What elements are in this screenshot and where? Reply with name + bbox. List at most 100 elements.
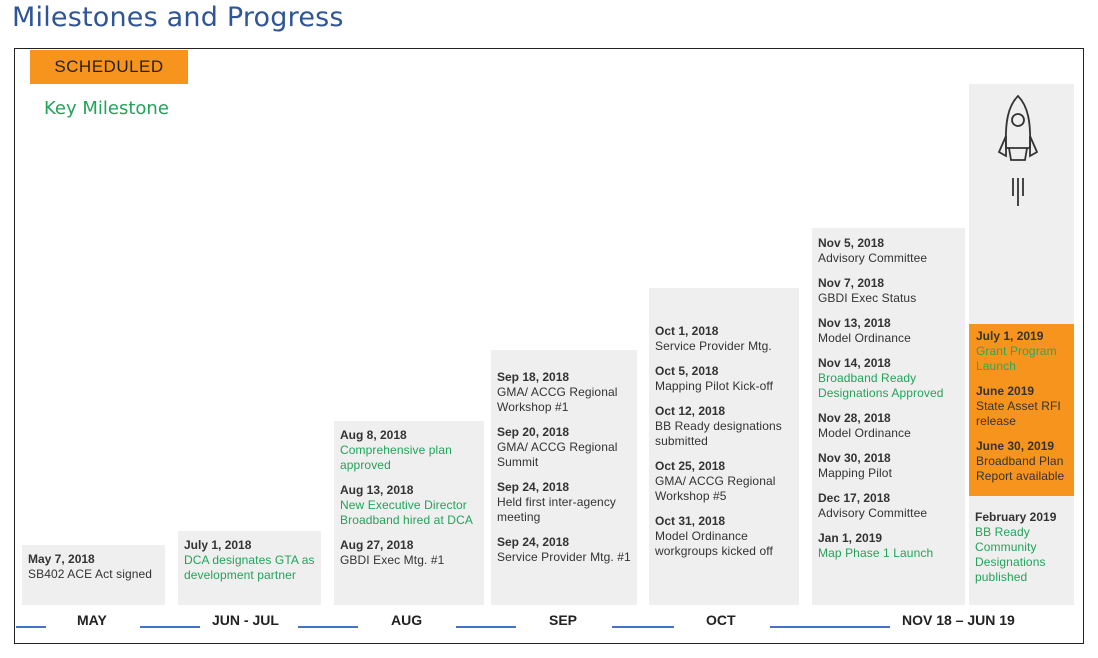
milestone-entry: Oct 12, 2018 BB Ready designations submit… bbox=[655, 404, 793, 449]
milestone-date: Nov 7, 2018 bbox=[818, 276, 885, 290]
milestone-date: Dec 17, 2018 bbox=[818, 491, 891, 505]
milestone-text: New Executive Director Broadband hired a… bbox=[340, 498, 473, 527]
column-oct: Oct 1, 2018 Service Provider Mtg. Oct 5, 2… bbox=[649, 288, 799, 605]
milestone-text: Grant Program Launch bbox=[976, 344, 1057, 373]
milestone-entry: Aug 8, 2018 Comprehensive plan approved bbox=[340, 428, 478, 473]
milestone-entry: Dec 17, 2018 Advisory Committee bbox=[818, 491, 959, 521]
milestone-date: Sep 24, 2018 bbox=[497, 480, 570, 494]
milestone-text: Broadband Ready Designations Approved bbox=[818, 371, 944, 400]
milestone-date: Nov 5, 2018 bbox=[818, 236, 885, 250]
milestone-entry: Sep 24, 2018 Service Provider Mtg. #1 bbox=[497, 535, 631, 565]
milestone-date: July 1, 2018 bbox=[184, 538, 252, 552]
column-may: May 7, 2018 SB402 ACE Act signed bbox=[22, 545, 165, 605]
milestone-text: GMA/ ACCG Regional Summit bbox=[497, 440, 618, 469]
timeline-line bbox=[456, 626, 516, 628]
milestone-entry: Sep 20, 2018 GMA/ ACCG Regional Summit bbox=[497, 425, 631, 470]
milestone-date: Sep 24, 2018 bbox=[497, 535, 570, 549]
milestone-entry: Oct 25, 2018 GMA/ ACCG Regional Workshop … bbox=[655, 459, 793, 504]
timeline-line bbox=[770, 626, 890, 628]
milestone-date: July 1, 2019 bbox=[976, 329, 1044, 343]
milestone-date: May 7, 2018 bbox=[28, 552, 95, 566]
milestone-date: Nov 28, 2018 bbox=[818, 411, 891, 425]
milestone-entry: Oct 31, 2018 Model Ordinance workgroups k… bbox=[655, 514, 793, 559]
milestone-entry: Nov 13, 2018 Model Ordinance bbox=[818, 316, 959, 346]
milestone-date: Oct 12, 2018 bbox=[655, 404, 726, 418]
roadmap-frame bbox=[14, 48, 1084, 644]
milestone-text: GBDI Exec Mtg. #1 bbox=[340, 553, 445, 567]
milestone-date: Jan 1, 2019 bbox=[818, 531, 883, 545]
milestone-date: Aug 27, 2018 bbox=[340, 538, 414, 552]
milestone-entry: Oct 5, 2018 Mapping Pilot Kick-off bbox=[655, 364, 793, 394]
milestone-entry: Nov 30, 2018 Mapping Pilot bbox=[818, 451, 959, 481]
milestone-date: June 30, 2019 bbox=[976, 439, 1055, 453]
rocket-icon bbox=[997, 94, 1039, 206]
milestone-entry: May 7, 2018 SB402 ACE Act signed bbox=[28, 552, 159, 582]
milestone-entry: Oct 1, 2018 Service Provider Mtg. bbox=[655, 324, 793, 354]
milestone-entry: July 1, 2019 Grant Program Launch bbox=[976, 329, 1067, 374]
milestone-date: Aug 13, 2018 bbox=[340, 483, 414, 497]
milestone-entry: Aug 13, 2018 New Executive Director Broad… bbox=[340, 483, 478, 528]
milestone-date: Nov 30, 2018 bbox=[818, 451, 891, 465]
milestone-text: BB Ready Community Designations publishe… bbox=[975, 525, 1046, 584]
milestone-date: February 2019 bbox=[975, 510, 1057, 524]
scheduled-milestones-box: July 1, 2019 Grant Program Launch June 201… bbox=[969, 324, 1074, 496]
key-milestone-legend: Key Milestone bbox=[44, 98, 169, 119]
timeline-label-nov-jun: NOV 18 – JUN 19 bbox=[898, 612, 1019, 628]
milestone-text: Advisory Committee bbox=[818, 251, 928, 265]
timeline-line bbox=[140, 626, 200, 628]
milestone-text: Advisory Committee bbox=[818, 506, 928, 520]
milestone-date: Sep 20, 2018 bbox=[497, 425, 570, 439]
milestone-entry: Jan 1, 2019 Map Phase 1 Launch bbox=[818, 531, 959, 561]
milestone-text: GMA/ ACCG Regional Workshop #1 bbox=[497, 385, 618, 414]
column-aug: Aug 8, 2018 Comprehensive plan approved Au… bbox=[334, 421, 484, 605]
milestone-date: Oct 1, 2018 bbox=[655, 324, 719, 338]
milestone-text: Held first inter-agency meeting bbox=[497, 495, 617, 524]
timeline-label-jun-jul: JUN - JUL bbox=[208, 612, 283, 628]
milestone-text: Comprehensive plan approved bbox=[340, 443, 452, 472]
column-sep: Sep 18, 2018 GMA/ ACCG Regional Workshop … bbox=[491, 350, 637, 605]
milestone-date: June 2019 bbox=[976, 384, 1035, 398]
milestone-text: Mapping Pilot Kick-off bbox=[655, 379, 774, 393]
milestone-date: Oct 31, 2018 bbox=[655, 514, 726, 528]
milestone-entry: June 30, 2019 Broadband Plan Report avail… bbox=[976, 439, 1067, 484]
milestone-text: GBDI Exec Status bbox=[818, 291, 917, 305]
milestone-entry: Nov 7, 2018 GBDI Exec Status bbox=[818, 276, 959, 306]
scheduled-legend: SCHEDULED bbox=[30, 50, 188, 84]
milestone-entry: Nov 5, 2018 Advisory Committee bbox=[818, 236, 959, 266]
milestone-text: Map Phase 1 Launch bbox=[818, 546, 934, 560]
milestone-text: Model Ordinance workgroups kicked off bbox=[655, 529, 773, 558]
milestone-text: Service Provider Mtg. bbox=[655, 339, 772, 353]
milestone-text: Broadband Plan Report available bbox=[976, 454, 1065, 483]
column-jun-jul: July 1, 2018 DCA designates GTA as develo… bbox=[178, 531, 321, 605]
column-nov: Nov 5, 2018 Advisory Committee Nov 7, 2018… bbox=[812, 228, 965, 605]
milestone-entry: Nov 14, 2018 Broadband Ready Designations… bbox=[818, 356, 959, 401]
milestone-text: Model Ordinance bbox=[818, 331, 911, 345]
milestone-entry: Aug 27, 2018 GBDI Exec Mtg. #1 bbox=[340, 538, 478, 568]
milestone-text: Mapping Pilot bbox=[818, 466, 893, 480]
milestone-date: Aug 8, 2018 bbox=[340, 428, 407, 442]
milestone-text: Model Ordinance bbox=[818, 426, 911, 440]
milestone-entry: Nov 28, 2018 Model Ordinance bbox=[818, 411, 959, 441]
milestone-entry: June 2019 State Asset RFI release bbox=[976, 384, 1067, 429]
milestone-text: BB Ready designations submitted bbox=[655, 419, 782, 448]
timeline-label-aug: AUG bbox=[387, 612, 427, 628]
timeline-label-oct: OCT bbox=[702, 612, 740, 628]
milestone-date: Oct 5, 2018 bbox=[655, 364, 719, 378]
milestone-text: State Asset RFI release bbox=[976, 399, 1061, 428]
milestone-entry: February 2019 BB Ready Community Designat… bbox=[975, 510, 1068, 585]
milestone-entry: Sep 24, 2018 Held first inter-agency meet… bbox=[497, 480, 631, 525]
milestone-text: DCA designates GTA as development partne… bbox=[184, 553, 315, 582]
milestone-date: Sep 18, 2018 bbox=[497, 370, 570, 384]
milestone-text: GMA/ ACCG Regional Workshop #5 bbox=[655, 474, 776, 503]
page-title: Milestones and Progress bbox=[12, 2, 344, 33]
milestone-entry: Sep 18, 2018 GMA/ ACCG Regional Workshop … bbox=[497, 370, 631, 415]
milestone-date: Oct 25, 2018 bbox=[655, 459, 726, 473]
milestone-text: SB402 ACE Act signed bbox=[28, 567, 153, 581]
timeline-label-may: MAY bbox=[73, 612, 111, 628]
timeline-label-sep: SEP bbox=[545, 612, 582, 628]
timeline-line bbox=[16, 626, 46, 628]
timeline-line bbox=[298, 626, 358, 628]
milestone-date: Nov 14, 2018 bbox=[818, 356, 891, 370]
future-key-milestones: February 2019 BB Ready Community Designat… bbox=[969, 504, 1074, 604]
milestone-text: Service Provider Mtg. #1 bbox=[497, 550, 631, 564]
